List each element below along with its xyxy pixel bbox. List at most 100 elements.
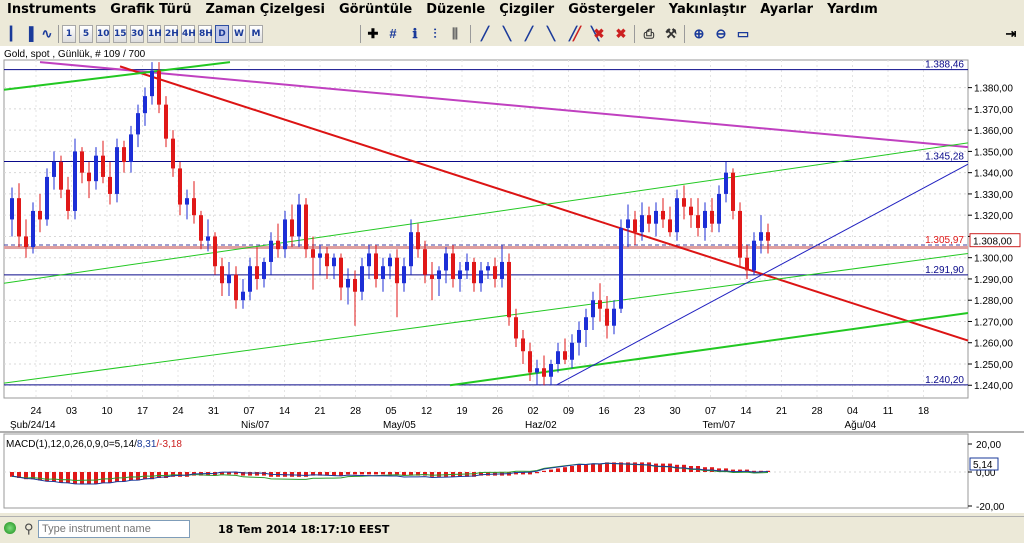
print-icon[interactable]: ✖: [615, 26, 627, 41]
y-tick-label: 1.250,00: [974, 360, 1013, 371]
candle-body: [171, 138, 175, 169]
trendline-icon[interactable]: ╱: [481, 26, 489, 41]
delete-line-icon[interactable]: ╱: [573, 26, 581, 41]
macd-bar: [374, 472, 378, 475]
zoom-in-icon[interactable]: ⊕: [693, 26, 705, 41]
macd-bar: [409, 472, 413, 476]
macd-bar: [367, 472, 371, 475]
candle-body: [598, 300, 602, 309]
candle-body: [682, 198, 686, 207]
candle-body: [262, 261, 266, 279]
candle-body: [570, 342, 574, 360]
timeframe-1h[interactable]: 1H: [147, 25, 162, 43]
x-tick-label: 03: [66, 406, 78, 417]
timeframe-8h[interactable]: 8H: [198, 25, 213, 43]
macd-bar: [241, 472, 245, 476]
candle-body: [199, 215, 203, 241]
menu-item-1[interactable]: Grafik Türü: [110, 2, 192, 17]
bar-chart-icon[interactable]: ┃: [7, 26, 15, 41]
collapse-icon[interactable]: ⇥: [1005, 26, 1017, 41]
zoom-reset-icon[interactable]: ▭: [736, 26, 750, 41]
candle-body: [269, 240, 273, 262]
info-icon[interactable]: ℹ: [412, 26, 418, 41]
candle-body: [59, 162, 63, 190]
menu-item-4[interactable]: Düzenle: [426, 2, 486, 17]
crosshair-icon[interactable]: ✚: [367, 26, 379, 41]
menu-item-5[interactable]: Çizgiler: [499, 2, 555, 17]
chart-area[interactable]: 24 03 10 17 24 31 07 14 21 28 05 12 19 26 02 09 16 23 30 07…: [0, 46, 1024, 513]
x-tick-label: 09: [563, 406, 575, 417]
green-channel-line: [3, 61, 231, 91]
delete-all-icon[interactable]: ✖: [593, 26, 605, 41]
timeframe-2h[interactable]: 2H: [164, 25, 179, 43]
timeframe-w[interactable]: W: [232, 25, 246, 43]
macd-bar: [535, 472, 539, 474]
macd-bar: [738, 469, 742, 472]
macd-bar: [311, 472, 315, 476]
menu-item-3[interactable]: Görüntüle: [338, 2, 413, 17]
x-tick-label: 18: [918, 406, 930, 417]
pattern-icon[interactable]: ⫶: [433, 26, 437, 41]
candle-body: [689, 206, 693, 216]
x-tick-label: 14: [740, 406, 752, 417]
candle-chart-icon[interactable]: ▐: [24, 26, 34, 41]
x-tick-label: 26: [492, 406, 504, 417]
timeframe-m[interactable]: M: [249, 25, 263, 43]
grid-icon[interactable]: #: [389, 26, 397, 41]
menu-item-7[interactable]: Yakınlaştır: [668, 2, 747, 17]
zoom-in-icon[interactable]: ⚒: [665, 26, 677, 41]
plot-frame: [3, 59, 969, 399]
candle-body: [325, 253, 329, 267]
candle-body: [668, 219, 672, 233]
search-icon[interactable]: ⚲: [24, 521, 34, 536]
menu-item-8[interactable]: Ayarlar: [760, 2, 814, 17]
candle-body: [696, 215, 700, 228]
macd-bar: [717, 468, 721, 472]
candle-body: [633, 219, 637, 233]
macd-bar: [262, 472, 266, 476]
menu-item-0[interactable]: Instruments: [7, 2, 97, 17]
macd-bar: [661, 463, 665, 472]
x-month-label: May/05: [383, 420, 416, 431]
macd-bar: [73, 472, 77, 484]
timeframe-5[interactable]: 5: [79, 25, 93, 43]
menu-item-6[interactable]: Göstergeler: [568, 2, 655, 17]
macd-bar: [430, 472, 434, 477]
y-tick-label: 1.280,00: [974, 296, 1013, 307]
candle-body: [745, 257, 749, 271]
menu-item-9[interactable]: Yardım: [827, 2, 878, 17]
delete-line-icon[interactable]: ╲: [591, 26, 599, 41]
timeframe-1[interactable]: 1: [62, 25, 76, 43]
macd-bar: [472, 472, 476, 477]
pitchfork-icon[interactable]: ╲: [547, 26, 555, 41]
line-chart-icon[interactable]: ∿: [41, 26, 53, 41]
timeframe-10[interactable]: 10: [96, 25, 110, 43]
timeframe-d[interactable]: D: [215, 25, 229, 43]
macd-bar: [234, 472, 238, 475]
timeframe-30[interactable]: 30: [130, 25, 144, 43]
x-tick-label: 21: [776, 406, 788, 417]
zoom-out-icon[interactable]: ⊖: [715, 26, 727, 41]
price-label: 1.291,90: [925, 265, 964, 276]
gann-icon[interactable]: ╱: [525, 26, 533, 41]
macd-bar: [17, 472, 21, 478]
x-month-label: Nis/07: [241, 420, 270, 431]
y-tick-label: 1.380,00: [974, 84, 1013, 95]
settings-icon[interactable]: ⎙: [643, 26, 655, 41]
menu-item-2[interactable]: Zaman Çizelgesi: [205, 2, 325, 17]
candle-body: [10, 198, 14, 220]
timeframe-4h[interactable]: 4H: [181, 25, 196, 43]
candle-body: [430, 274, 434, 279]
candle-body: [479, 270, 483, 284]
fan-icon[interactable]: ╱: [569, 26, 577, 41]
macd-bar: [227, 472, 231, 475]
channel-icon[interactable]: ╲: [503, 26, 511, 41]
timeframe-15[interactable]: 15: [113, 25, 127, 43]
instrument-search-input[interactable]: [38, 520, 190, 538]
candle-body: [255, 266, 259, 279]
price-chart[interactable]: 24 03 10 17 24 31 07 14 21 28 05 12 19 26 02 09 16 23 30 07…: [0, 46, 1024, 513]
candle-body: [297, 204, 301, 237]
macd-bar: [549, 469, 553, 472]
fib-icon[interactable]: ⫼: [452, 26, 458, 41]
candle-body: [577, 329, 581, 343]
